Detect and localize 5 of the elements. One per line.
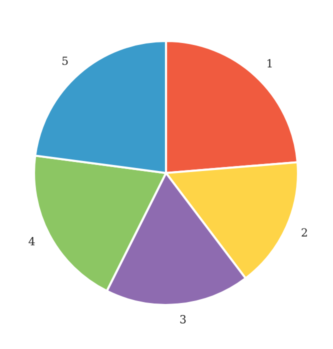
slice-label: 5 xyxy=(62,56,68,66)
slice-label: 2 xyxy=(302,228,307,236)
slice-label: 4 xyxy=(28,237,35,246)
slice-label: 1 xyxy=(268,59,272,68)
slice-label: 3 xyxy=(180,315,186,324)
